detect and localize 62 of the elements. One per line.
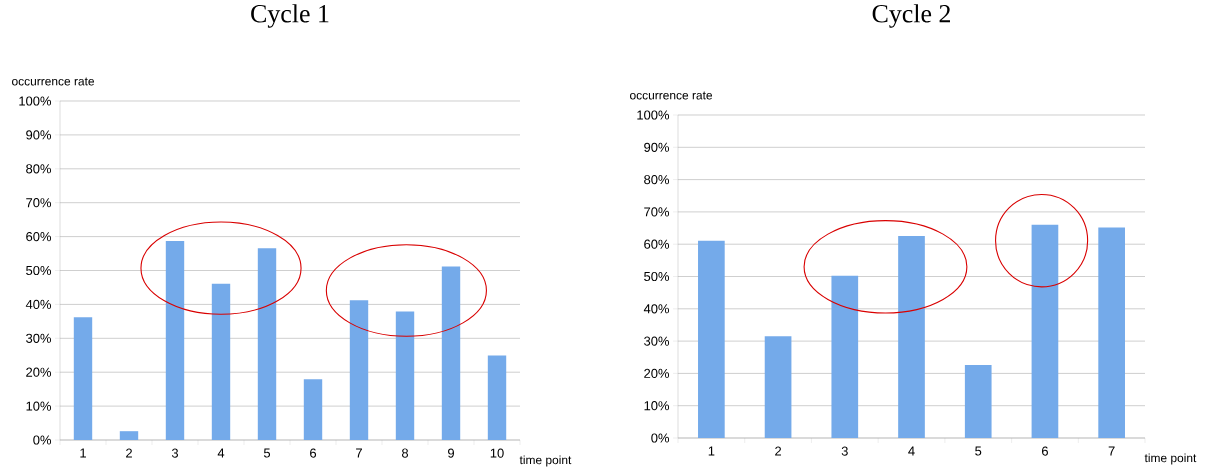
- x-tick-label: 3: [841, 446, 848, 456]
- x-tick-label: 2: [126, 448, 132, 458]
- y-tick-label: 20%: [644, 368, 670, 378]
- chart-title: Cycle 1: [251, 4, 329, 28]
- y-tick-label: 30%: [644, 336, 670, 346]
- y-axis-title: occurrence rate: [630, 91, 713, 100]
- y-tick-label: 10%: [26, 401, 52, 411]
- bar: [1098, 227, 1125, 438]
- y-tick-label: 100%: [637, 110, 670, 120]
- bar: [1031, 224, 1059, 438]
- x-tick-label: 1: [708, 446, 715, 456]
- x-tick-label: 3: [171, 448, 179, 458]
- y-tick-label: 0%: [651, 433, 670, 443]
- x-tick-label: 2: [775, 446, 782, 456]
- x-tick-label: 4: [217, 448, 225, 458]
- bar: [211, 283, 231, 440]
- x-tick-label: 9: [448, 448, 454, 458]
- bar: [257, 248, 277, 440]
- bar: [165, 241, 185, 440]
- y-tick-label: 80%: [26, 164, 52, 174]
- y-tick-label: 20%: [26, 367, 52, 377]
- bar: [487, 355, 507, 440]
- bar: [395, 311, 415, 440]
- y-tick-label: 60%: [644, 239, 670, 249]
- y-tick-label: 40%: [25, 299, 52, 309]
- y-tick-label: 70%: [644, 207, 670, 217]
- y-tick-label: 50%: [644, 271, 670, 282]
- bar: [964, 365, 992, 438]
- bar: [303, 379, 323, 440]
- bar: [119, 431, 139, 440]
- bar: [73, 317, 93, 440]
- x-axis-title: time point: [1144, 453, 1197, 465]
- y-axis-title: occurrence rate: [12, 77, 95, 86]
- y-tick-label: 70%: [26, 198, 52, 208]
- x-tick-label: 5: [975, 446, 982, 456]
- x-tick-label: 1: [80, 448, 86, 458]
- x-tick-label: 7: [1108, 446, 1115, 456]
- bar: [898, 236, 925, 438]
- x-axis-title: time point: [519, 455, 572, 467]
- x-tick-label: 7: [356, 448, 362, 458]
- x-tick-label: 10: [490, 448, 504, 458]
- x-tick-label: 8: [401, 448, 409, 458]
- chart-title: Cycle 2: [872, 4, 950, 28]
- y-tick-label: 90%: [26, 130, 52, 140]
- y-tick-label: 10%: [644, 401, 670, 411]
- x-tick-label: 4: [908, 446, 915, 456]
- y-tick-label: 90%: [644, 142, 670, 152]
- bar: [441, 266, 461, 440]
- y-tick-label: 40%: [643, 304, 670, 314]
- y-tick-label: 30%: [26, 333, 52, 343]
- bar: [698, 240, 725, 438]
- y-tick-label: 0%: [33, 435, 52, 445]
- x-tick-label: 6: [310, 448, 317, 458]
- x-tick-label: 6: [1041, 446, 1048, 456]
- y-tick-label: 80%: [644, 175, 670, 185]
- bar: [831, 275, 859, 438]
- bar: [764, 336, 792, 438]
- y-tick-label: 50%: [26, 265, 52, 276]
- bar: [349, 300, 369, 440]
- x-tick-label: 5: [263, 448, 271, 458]
- y-tick-label: 100%: [19, 96, 52, 106]
- y-tick-label: 60%: [26, 232, 52, 242]
